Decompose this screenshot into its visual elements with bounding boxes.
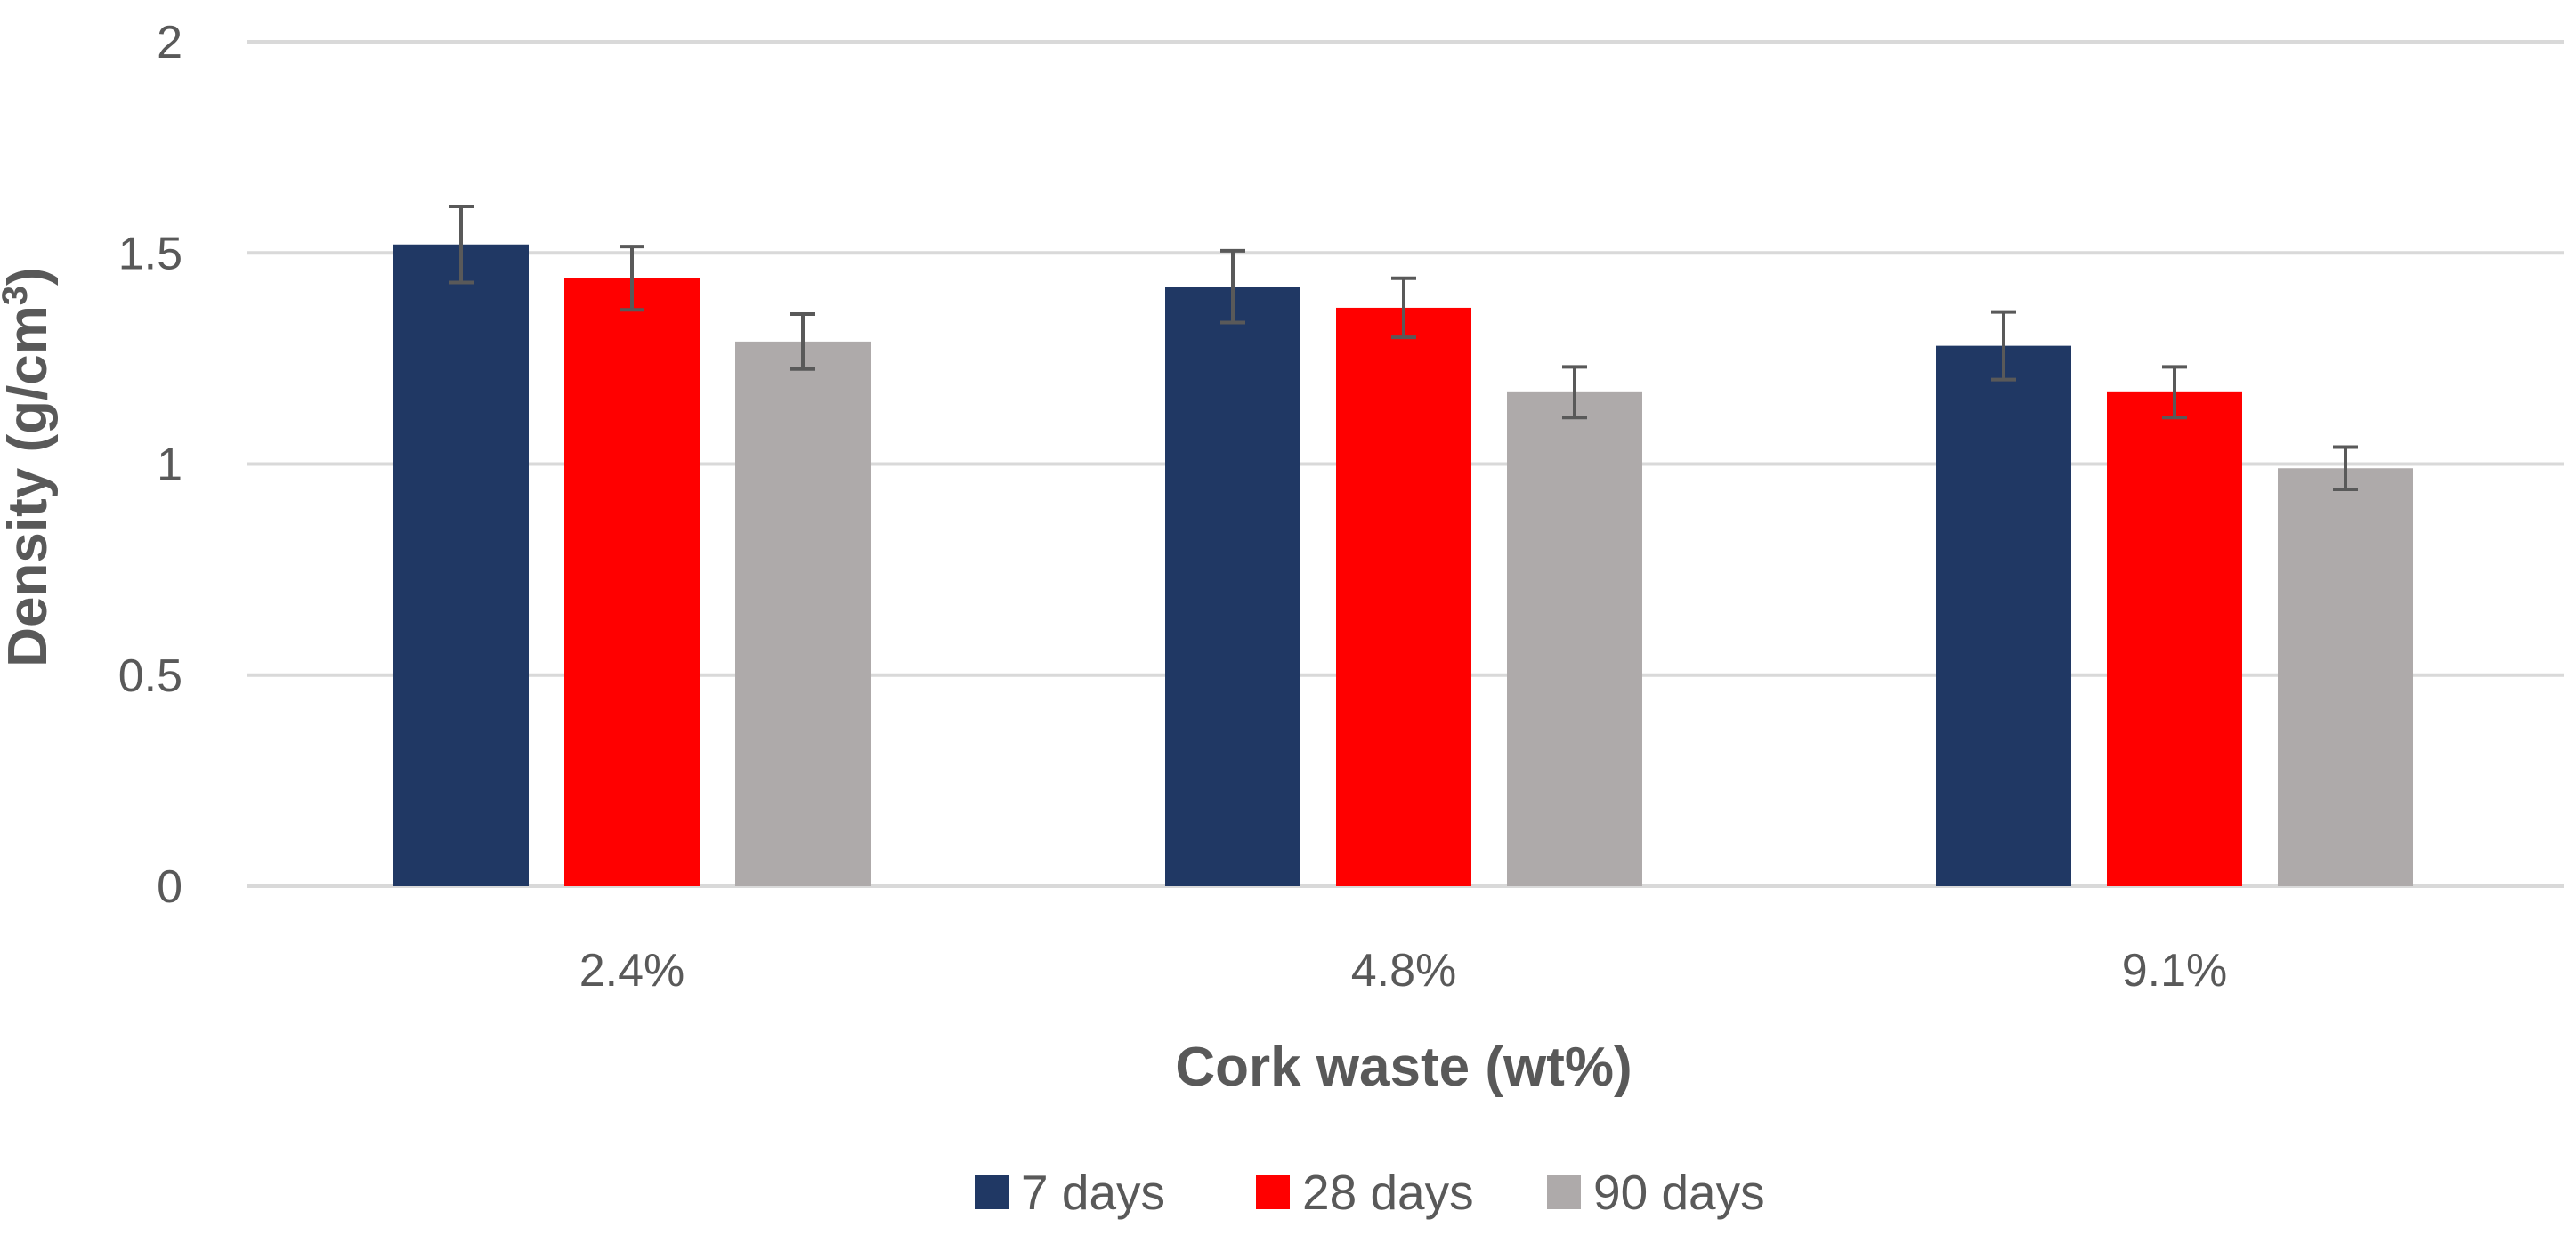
bars: [393, 244, 2413, 887]
y-tick-label: 0: [157, 861, 182, 913]
y-axis-ticks: 0 0.5 1 1.5 2: [118, 17, 182, 913]
y-tick-label: 1.5: [118, 228, 182, 279]
legend-swatch: [975, 1175, 1009, 1209]
bar: [564, 278, 700, 887]
x-axis-ticks: 2.4% 4.8% 9.1%: [579, 945, 2228, 997]
legend-swatch: [1547, 1175, 1581, 1209]
legend: 7 days 28 days 90 days: [975, 1165, 1765, 1220]
x-tick-label: 2.4%: [579, 945, 685, 997]
y-axis-title-main: Density (g/cm: [0, 305, 59, 667]
bar: [1336, 307, 1471, 886]
y-axis-title-superscript: 3: [0, 286, 35, 305]
bar: [2278, 468, 2413, 886]
bar: [1507, 391, 1642, 887]
x-tick-label: 4.8%: [1351, 945, 1457, 997]
legend-label: 90 days: [1593, 1165, 1765, 1220]
bar: [1165, 287, 1300, 887]
legend-label: 28 days: [1302, 1165, 1474, 1220]
bar: [735, 341, 871, 886]
legend-swatch: [1256, 1175, 1290, 1209]
y-tick-label: 0.5: [118, 650, 182, 702]
y-tick-label: 2: [157, 17, 182, 69]
x-axis-title: Cork waste (wt%): [1175, 1037, 1632, 1098]
y-tick-label: 1: [157, 440, 182, 491]
error-bars: [449, 205, 2358, 491]
bar: [393, 244, 529, 886]
bar: [1936, 345, 2071, 886]
bar: [2107, 391, 2242, 887]
legend-label: 7 days: [1021, 1165, 1165, 1220]
x-tick-label: 9.1%: [2122, 945, 2228, 997]
y-axis-title: Density (g/cm3): [0, 267, 59, 666]
y-axis-title-close: ): [0, 267, 59, 286]
